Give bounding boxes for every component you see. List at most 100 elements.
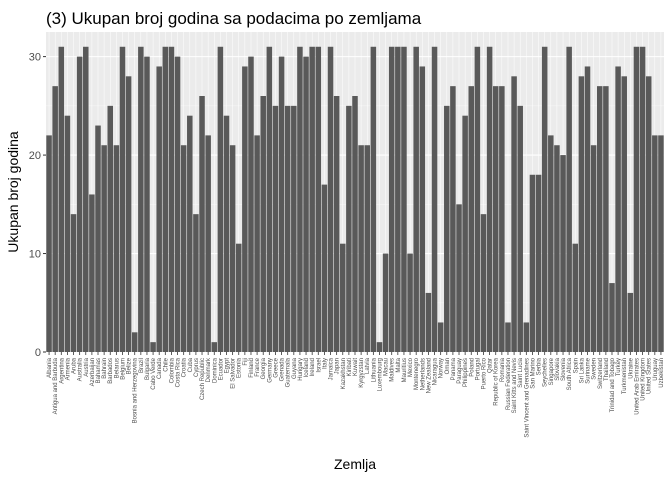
bar <box>242 66 248 352</box>
x-tick-label: Paraguay <box>457 358 463 384</box>
x-tick-label: Uzbekistan <box>659 358 665 388</box>
x-tick-label: Oman <box>445 358 451 374</box>
x-tick-label: Belarus <box>114 358 120 378</box>
x-tick-label: Bahamas <box>96 358 102 383</box>
bar <box>174 56 181 352</box>
x-tick-label: Netherlands <box>420 358 426 390</box>
bar <box>168 46 175 353</box>
x-tick-label: Greece <box>273 357 279 377</box>
x-tick-label: Australia <box>78 357 84 381</box>
x-tick-label: Germany <box>267 358 273 383</box>
bar <box>309 46 315 353</box>
x-tick-label: Thailand <box>604 358 610 381</box>
x-tick-label: Egypt <box>225 358 231 374</box>
x-tick-label: Antigua and Barbuda <box>53 357 59 414</box>
y-tick-label: 30 <box>29 52 41 64</box>
x-tick-label: Ukraine <box>628 357 634 378</box>
bar <box>211 342 218 352</box>
bar <box>125 76 132 353</box>
y-tick-label: 0 <box>35 347 41 359</box>
bar <box>131 332 138 352</box>
x-tick-label: Saint Lucia <box>518 357 524 387</box>
x-tick-label: Norway <box>439 358 445 378</box>
bar <box>144 56 150 352</box>
bar <box>217 46 224 353</box>
bar <box>58 46 65 353</box>
x-tick-label: Bosnia and Herzegovina <box>133 357 139 423</box>
bar <box>590 145 597 352</box>
bar <box>584 66 591 352</box>
bar <box>297 46 303 353</box>
x-tick-label: Croatia <box>182 357 188 377</box>
x-tick-label: Montenegro <box>414 357 420 390</box>
bar <box>639 46 646 353</box>
x-tick-label: Costa Rica <box>176 357 182 387</box>
x-tick-label: Cabo Verde <box>151 357 157 389</box>
bar <box>101 145 107 352</box>
x-tick-label: Denmark <box>206 357 212 382</box>
x-tick-label: Fiji <box>243 358 249 366</box>
bar <box>560 155 566 352</box>
bar <box>260 96 266 352</box>
x-tick-label: United Kingdom <box>641 358 647 401</box>
x-tick-label: Israel <box>316 358 322 373</box>
x-tick-label: Ecuador <box>218 358 224 380</box>
x-tick-label: Mexico <box>408 357 414 377</box>
bar <box>621 76 627 353</box>
x-tick-label: Luxembourg <box>377 358 383 391</box>
bar <box>456 204 462 352</box>
bar <box>229 145 236 352</box>
x-tick-label: San Marino <box>530 357 536 388</box>
x-tick-label: Qatar <box>488 358 494 373</box>
bar <box>162 46 169 353</box>
bar <box>511 76 517 353</box>
bar <box>652 135 658 352</box>
bar <box>425 292 432 352</box>
bar <box>450 86 456 353</box>
bar <box>388 46 395 353</box>
bar <box>327 46 334 353</box>
x-tick-label: United Arab Emirates <box>634 358 640 415</box>
x-tick-label: Romania <box>500 357 506 382</box>
x-tick-label: Turkmenistan <box>622 358 628 394</box>
bar <box>46 135 52 352</box>
bar <box>382 253 389 352</box>
bar <box>395 46 401 353</box>
bar <box>529 174 536 352</box>
bar <box>64 115 71 352</box>
bar <box>187 115 193 352</box>
bar <box>413 46 419 353</box>
x-axis-title: Zemlja <box>334 456 376 472</box>
x-tick-label: Hungary <box>298 358 304 381</box>
bar <box>407 253 413 352</box>
chart-title: (3) Ukupan broj godina sa podacima po ze… <box>46 9 422 28</box>
x-tick-label: Macau <box>384 358 390 376</box>
x-tick-label: Japan <box>335 358 341 374</box>
bar <box>254 135 260 352</box>
x-tick-label: Colombia <box>169 357 175 383</box>
x-tick-label: Panama <box>451 357 457 380</box>
x-tick-label: Jamaica <box>329 357 335 380</box>
bar <box>499 86 505 353</box>
x-tick-label: Kazakhstan <box>341 358 347 389</box>
bar <box>272 105 279 352</box>
bar <box>199 96 205 352</box>
x-tick-label: Ireland <box>310 358 316 376</box>
x-tick-label: Guyana <box>292 357 298 379</box>
bar <box>223 115 230 352</box>
x-tick-label: Slovenia <box>561 357 567 381</box>
bar <box>480 214 487 352</box>
x-tick-label: Latvia <box>365 357 371 374</box>
y-tick-label: 10 <box>29 249 41 261</box>
x-tick-label: Canada <box>157 357 163 379</box>
bar <box>419 66 426 352</box>
bar <box>278 56 285 352</box>
x-tick-label: Slovakia <box>555 357 561 380</box>
x-tick-label: Seychelles <box>543 358 549 387</box>
x-tick-label: Maldives <box>390 358 396 382</box>
x-tick-label: El Salvador <box>231 358 237 389</box>
bar <box>321 184 328 352</box>
x-tick-label: Belize <box>127 357 133 374</box>
x-tick-label: Serbia <box>537 357 543 375</box>
bar <box>645 76 652 353</box>
